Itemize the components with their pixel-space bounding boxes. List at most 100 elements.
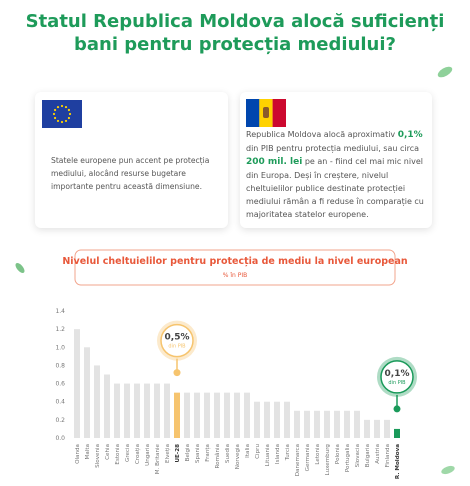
bar (394, 428, 400, 438)
x-tick-label: România (214, 444, 221, 468)
x-tick-label: Polonia (335, 444, 341, 464)
x-tick-label: Malta (85, 444, 91, 459)
bar (344, 410, 350, 438)
x-tick-label: Luxemburg (325, 444, 331, 476)
x-tick-label: Estonia (115, 444, 121, 465)
bar (104, 374, 110, 438)
star (67, 116, 71, 120)
callout (160, 323, 194, 358)
bar (214, 392, 220, 438)
y-tick-label: 0.6 (55, 381, 65, 388)
card-text: Republica Moldova alocă aproximativ 0,1%… (246, 128, 426, 221)
value-label: 0,1% (385, 369, 410, 379)
text: pe an - fiind cel mai mic nivel din Euro… (246, 157, 424, 219)
star (53, 116, 57, 120)
leaf (437, 66, 453, 78)
bar (274, 401, 280, 438)
title-line: Statul Republica Moldova alocă suficienț… (25, 11, 445, 32)
bar (114, 383, 120, 438)
x-tick-label: R. Moldova (395, 444, 401, 479)
x-tick-label: Spania (195, 444, 201, 463)
bar (144, 383, 150, 438)
chart-subtitle: % în PIB (223, 272, 248, 279)
x-tick-label: Franța (205, 444, 211, 462)
annotation: din PIB (168, 344, 186, 350)
y-tick-label: 1.4 (55, 308, 65, 315)
bar (164, 383, 170, 438)
star (67, 108, 71, 112)
x-tick-label: UE-28 (175, 444, 181, 463)
x-tick-label: Ungaria (145, 444, 151, 466)
x-tick-label: Portugalia (345, 444, 351, 472)
value-label: 0,5% (165, 333, 190, 343)
x-tick-label: Grecia (125, 444, 131, 462)
highlight: 200 mil. lei (246, 157, 303, 167)
x-tick-label: Italia (245, 444, 251, 458)
bar (204, 392, 210, 438)
title: Statul Republica Moldova alocă suficienț… (0, 10, 470, 56)
callout-dot (393, 405, 401, 413)
bar (194, 392, 200, 438)
x-tick-label: Belgia (185, 444, 191, 461)
x-tick-label: M. Britanie (155, 443, 161, 474)
bar (74, 329, 80, 438)
star (64, 105, 68, 109)
card-text: Statele europene pun accent pe protecția… (51, 156, 210, 191)
bar (154, 383, 160, 438)
bar (264, 401, 270, 438)
bar (364, 419, 370, 438)
bar (94, 365, 100, 438)
x-tick-label: Slovacia (355, 444, 361, 467)
x-tick-label: Turcia (285, 444, 291, 461)
highlight: 0,1% (397, 130, 423, 140)
md-flag (246, 99, 286, 127)
y-tick-label: 0.8 (55, 362, 65, 369)
x-tick-label: Islanda (275, 444, 281, 464)
bar (124, 383, 130, 438)
star (60, 120, 64, 124)
star (64, 119, 68, 123)
text: Republica Moldova alocă aproximativ (246, 130, 398, 139)
bar (84, 347, 90, 438)
callout-dot (173, 369, 181, 377)
leaf (441, 465, 455, 475)
bar (284, 401, 290, 438)
bar (354, 410, 360, 438)
bar (384, 419, 390, 438)
annotation: din PIB (388, 380, 406, 386)
x-tick-label: Cehia (105, 444, 111, 460)
chart-title-box (74, 249, 396, 286)
md-card: Republica Moldova alocă aproximativ 0,1%… (240, 92, 432, 228)
x-tick-label: Cipru (255, 444, 261, 459)
bar (134, 383, 140, 438)
bar (174, 392, 180, 438)
y-tick-label: 0.2 (55, 417, 65, 424)
x-tick-label: Austria (375, 444, 381, 464)
star (56, 105, 60, 109)
x-tick-label: Danemarca (295, 444, 301, 476)
bar (304, 410, 310, 438)
x-tick-label: Germania (305, 444, 311, 471)
x-tick-label: Bulgaria (365, 444, 371, 467)
eu-card: Statele europene pun accent pe protecția… (35, 92, 228, 228)
bar (314, 410, 320, 438)
bar (324, 410, 330, 438)
star (56, 119, 60, 123)
star (60, 104, 64, 108)
callout (380, 360, 414, 394)
x-tick-label: Croația (135, 444, 141, 464)
bar (334, 410, 340, 438)
leaf (15, 263, 25, 273)
chart-title: Nivelul cheltuielilor pentru protecția d… (62, 256, 408, 267)
text: din PIB pentru protecția mediului, sau c… (246, 144, 419, 153)
title-line: bani pentru protecția mediului? (74, 34, 396, 55)
x-tick-label: Elveția (165, 444, 171, 463)
x-tick-label: Lituania (265, 444, 271, 466)
eu-flag (42, 100, 82, 128)
star (52, 112, 56, 116)
y-tick-label: 0.4 (55, 399, 65, 406)
star (53, 108, 57, 112)
y-tick-label: 1.2 (55, 326, 65, 333)
